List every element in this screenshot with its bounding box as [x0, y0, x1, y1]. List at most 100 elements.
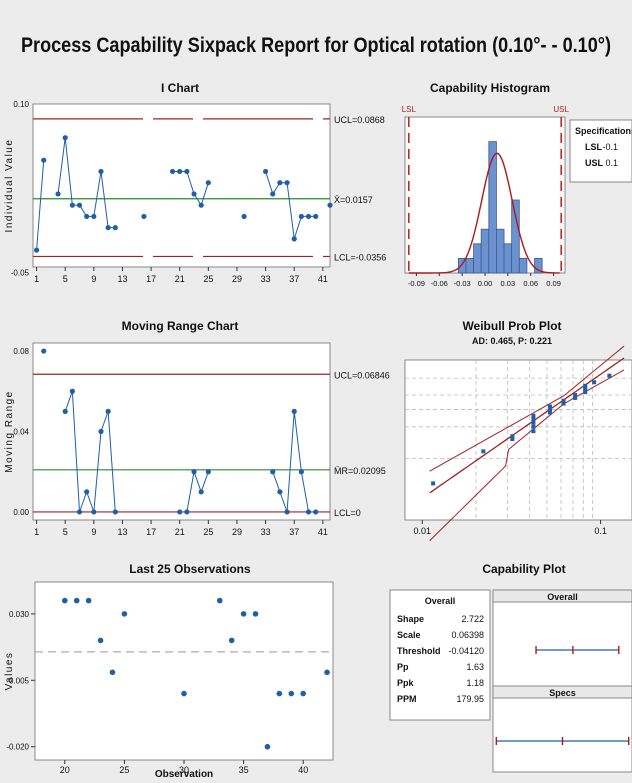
histogram-x-tick: 0.09 [546, 279, 561, 288]
weibull-subtitle: AD: 0.465, P: 0.221 [472, 336, 552, 346]
weibull-point [583, 383, 588, 388]
mr-chart-x-tick: 21 [175, 527, 185, 537]
mr-chart-point [76, 509, 83, 515]
histogram-bar [534, 257, 543, 274]
i-chart-point [169, 168, 176, 175]
last25-point [73, 597, 80, 604]
weibull-point [531, 420, 536, 425]
last25-point [300, 690, 307, 697]
last25-point [62, 597, 68, 604]
histogram-bar [511, 199, 520, 274]
i-chart-point [262, 168, 269, 175]
i-chart-point [76, 202, 83, 208]
mr-chart-x-tick: 5 [63, 527, 68, 537]
last25-x-tick: 30 [179, 765, 189, 775]
i-chart-point [313, 213, 319, 220]
mr-chart-x-tick: 33 [261, 527, 271, 537]
weibull-upper-band [429, 345, 625, 472]
i-chart-x-tick: 33 [261, 274, 271, 284]
i-chart-title: I Chart [161, 81, 199, 95]
weibull-plot-area [404, 359, 632, 521]
i-chart-point [305, 213, 312, 220]
mr-chart-point [305, 509, 312, 515]
i-chart-point [98, 168, 104, 175]
i-chart-point [84, 213, 90, 220]
mr-chart-point [298, 469, 304, 475]
mr-chart-point [291, 408, 297, 414]
weibull-fit-line [429, 357, 625, 494]
last25-title: Last 25 Observations [129, 562, 251, 576]
last25-point [216, 597, 223, 604]
overall-stat-value: 179.95 [456, 694, 484, 704]
i-chart-point [298, 213, 304, 220]
histogram-bar [518, 257, 528, 274]
last25-point [276, 690, 283, 697]
last25-plot-area [34, 581, 334, 761]
weibull-point [573, 395, 578, 400]
overall-panel-label: Overall [547, 592, 578, 602]
i-chart-point [177, 168, 183, 175]
mr-chart-x-tick: 13 [117, 527, 127, 537]
mr-chart-x-tick: 37 [289, 527, 299, 537]
i-chart-x-tick: 1 [34, 274, 39, 284]
i-chart-y-label: Individual Value [4, 139, 15, 233]
overall-stat-value: 1.18 [466, 678, 484, 688]
weibull-point [547, 410, 552, 415]
histogram-x-tick: -0.09 [408, 279, 425, 288]
weibull-point [573, 393, 578, 398]
i-chart-point [270, 191, 276, 197]
mr-chart-point [91, 509, 97, 515]
mr-chart-x-tick: 1 [34, 527, 39, 537]
i-chart: I Chart UCL=0.0868 LCL=-0.0356 X̄=0.0157 0.1… [4, 81, 386, 284]
overall-stat-label: Threshold [397, 646, 441, 656]
mr-chart-plot-area [32, 342, 331, 521]
specification-label: LSL [585, 142, 603, 152]
i-chart-point [184, 168, 190, 175]
overall-panel [492, 589, 632, 687]
overall-stat-value: 0.06398 [451, 630, 484, 640]
i-chart-point [327, 202, 333, 208]
mr-chart-x-tick: 41 [318, 527, 328, 537]
last25-point [288, 690, 295, 697]
i-chart-point [277, 180, 283, 186]
last25-point [252, 611, 259, 617]
weibull-x-tick: 0.1 [594, 526, 607, 536]
i-chart-x-tick: 9 [91, 274, 96, 284]
weibull-point [547, 407, 552, 412]
last25-point [240, 611, 247, 617]
i-chart-lcl-label: LCL=-0.0356 [334, 252, 386, 262]
overall-stat-label: Ppk [397, 678, 415, 688]
last25-point [181, 690, 187, 697]
capability-plot-title: Capability Plot [482, 562, 565, 576]
weibull-point [561, 398, 566, 403]
histogram-x-tick: 0.00 [478, 279, 493, 288]
mr-chart-y-tick: 0.08 [13, 347, 29, 356]
i-chart-point [41, 157, 47, 163]
weibull-point [481, 449, 486, 454]
mr-chart-point [313, 509, 319, 515]
mr-chart-point [177, 509, 183, 515]
i-chart-x-tick: 41 [318, 274, 328, 284]
i-chart-x-tick: 17 [146, 274, 156, 284]
weibull-point [510, 437, 515, 442]
i-chart-point [62, 135, 68, 141]
mr-chart-point [277, 489, 283, 495]
mr-chart-center-label: M̄R=0.02095 [334, 466, 386, 476]
last25-point [264, 743, 271, 750]
histogram-bar [496, 228, 505, 274]
weibull-point [583, 387, 588, 392]
overall-stat-value: 2.722 [461, 614, 484, 624]
mr-chart-y-tick: 0.00 [13, 508, 29, 517]
mr-chart-x-tick: 9 [91, 527, 96, 537]
specification-value: 0.1 [605, 158, 618, 168]
i-chart-x-tick: 21 [175, 274, 185, 284]
mr-chart-point [84, 489, 90, 495]
i-chart-point [291, 236, 297, 242]
mr-chart-x-tick: 29 [232, 527, 242, 537]
i-chart-ucl-label: UCL=0.0868 [334, 115, 385, 125]
last25-y-tick: 0.030 [9, 610, 30, 619]
i-chart-point [69, 202, 75, 208]
specs-panel-header [492, 685, 632, 699]
weibull-point [531, 413, 536, 418]
